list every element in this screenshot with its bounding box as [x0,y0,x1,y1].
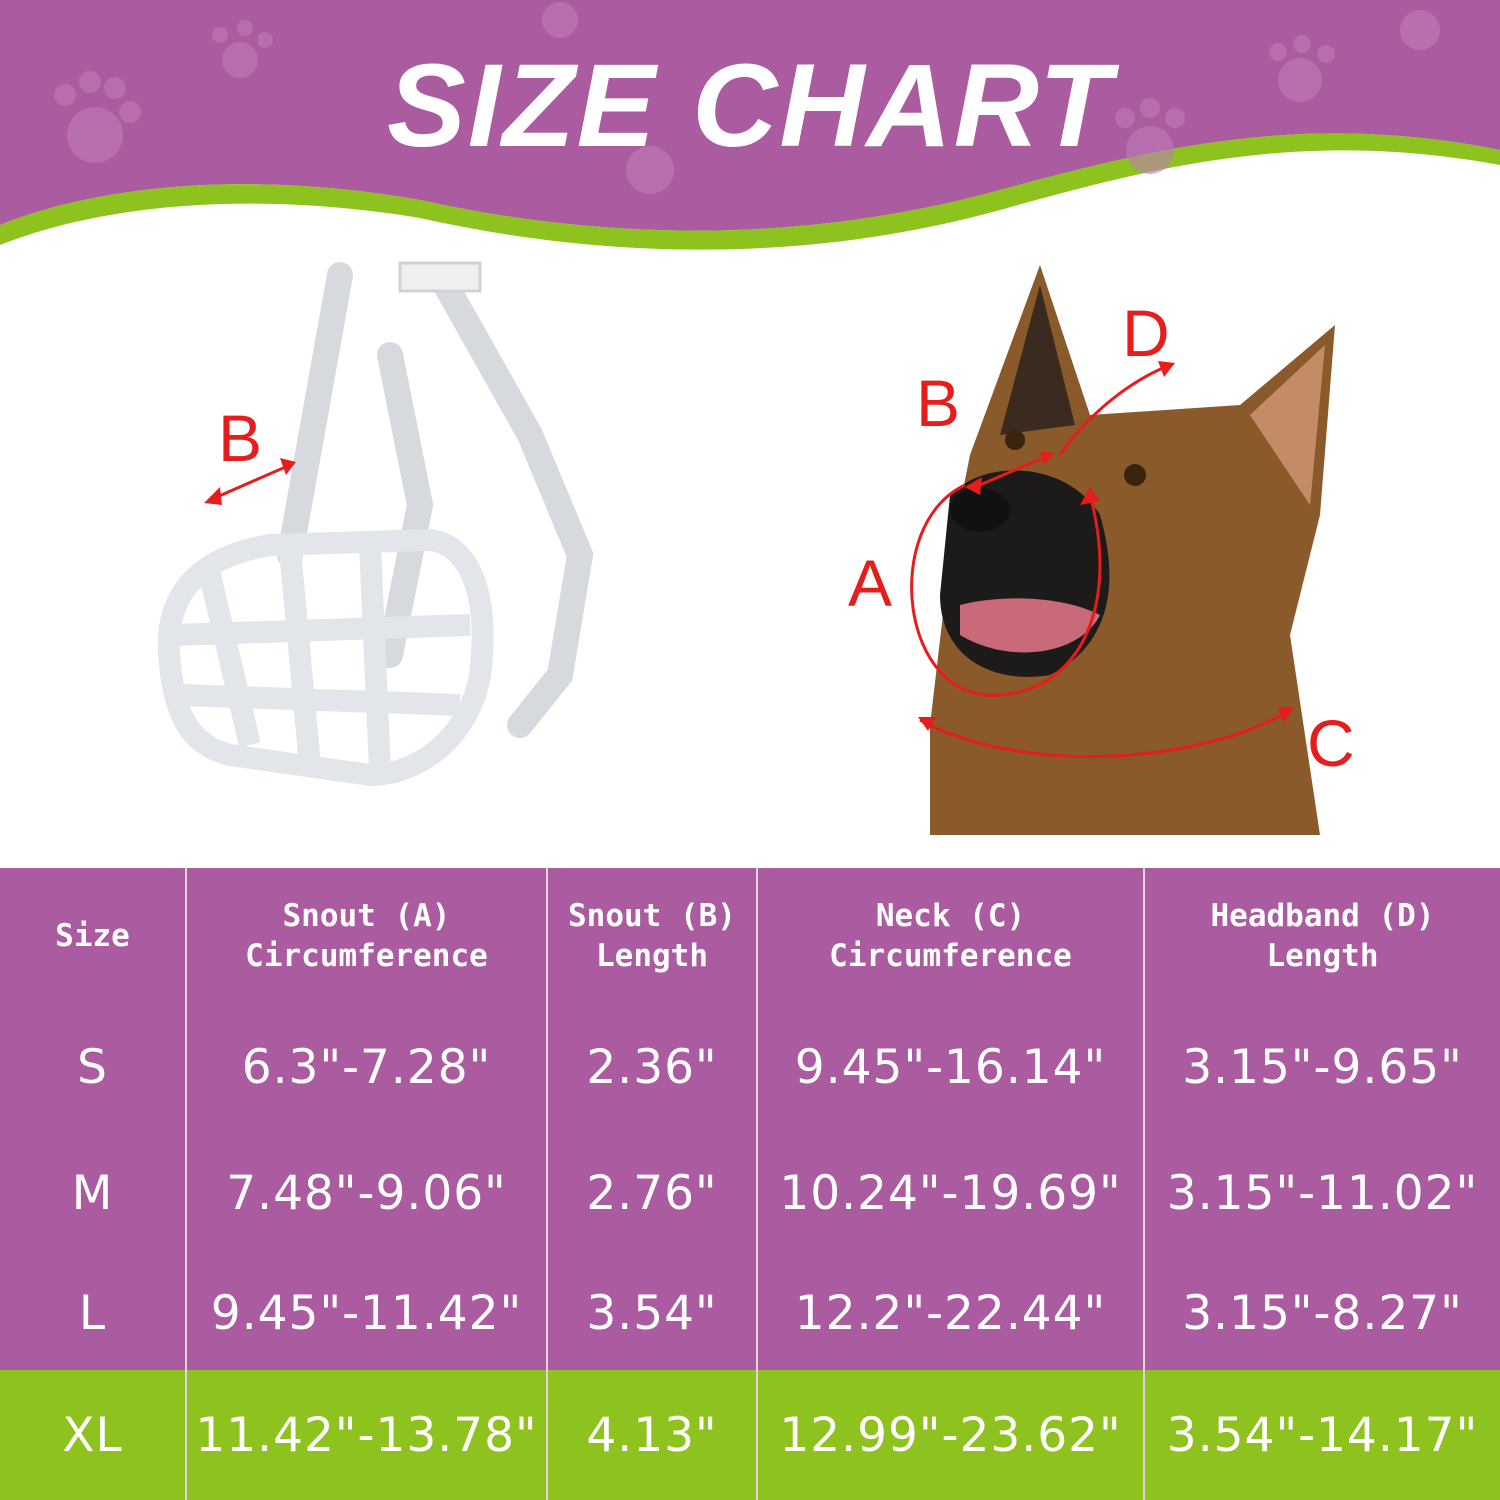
size-cell: S [0,1003,187,1131]
measure-label-c: C [1307,706,1355,780]
header-text: Snout (A) [282,897,451,934]
neck-circumference-cell: 10.24"-19.69" [758,1131,1145,1256]
table-row: S 6.3"-7.28" 2.36" 9.45"-16.14" 3.15"-9.… [0,1003,1500,1131]
header-banner: SIZE CHART [0,0,1500,270]
measure-label-a: A [848,546,893,620]
size-cell: L [0,1256,187,1370]
measure-label-b: B [916,366,961,440]
header-snout-circumference: Snout (A) Circumference [187,868,548,1003]
neck-circumference-cell: 12.2"-22.44" [758,1256,1145,1370]
header-size: Size [0,868,187,1003]
headband-length-cell: 3.15"-11.02" [1166,1166,1479,1221]
header-headband-length: Headband (D) Length [1145,868,1500,1003]
page-title: SIZE CHART [387,40,1113,172]
snout-length-cell: 2.76" [548,1131,758,1256]
header-text: Circumference [245,937,488,974]
header-text: Headband (D) [1210,897,1435,934]
snout-circumference-cell: 11.42"-13.78" [187,1370,548,1500]
measure-label-b: B [218,401,263,475]
snout-circumference-cell: 6.3"-7.28" [187,1003,548,1131]
table-header-row: Size Snout (A) Circumference Snout (B) Len… [0,868,1500,1003]
header-text: Length [596,937,708,974]
headband-length-cell: 3.15"-8.27" [1182,1285,1463,1341]
muzzle-product-image: B [140,255,660,815]
headband-length-cell: 3.54"-14.17" [1166,1407,1479,1463]
header-snout-length: Snout (B) Length [548,868,758,1003]
table-row-highlighted: XL 11.42"-13.78" 4.13" 12.99"-23.62" 3.5… [0,1370,1500,1500]
snout-length-cell: 2.36" [548,1003,758,1131]
paw-print-icons [54,2,1440,194]
snout-circumference-cell: 7.48"-9.06" [187,1131,548,1256]
header-text: Length [1266,937,1379,974]
header-text: Neck (C) [875,897,1026,934]
snout-length-cell: 3.54" [548,1256,758,1370]
header-text: Snout (B) [568,897,736,934]
neck-circumference-cell: 12.99"-23.62" [758,1370,1145,1500]
snout-length-cell: 4.13" [548,1370,758,1500]
header-text: Size [55,917,130,954]
table-row: M 7.48"-9.06" 2.76" 10.24"-19.69" 3.15"-… [0,1131,1500,1256]
wave-banner-background [0,0,1500,250]
header-neck-circumference: Neck (C) Circumference [758,868,1145,1003]
headband-length-cell: 3.15"-9.65" [1182,1039,1463,1095]
size-table: Size Snout (A) Circumference Snout (B) Len… [0,868,1500,1500]
dog-measurement-image: A B C D [820,255,1380,845]
size-cell: M [0,1131,187,1256]
snout-circumference-cell: 9.45"-11.42" [187,1256,548,1370]
size-cell: XL [0,1370,187,1500]
table-row: L 9.45"-11.42" 3.54" 12.2"-22.44" 3.15"-… [0,1256,1500,1370]
header-text: Circumference [829,937,1072,974]
neck-circumference-cell: 9.45"-16.14" [758,1003,1145,1131]
measure-label-d: D [1122,296,1170,370]
